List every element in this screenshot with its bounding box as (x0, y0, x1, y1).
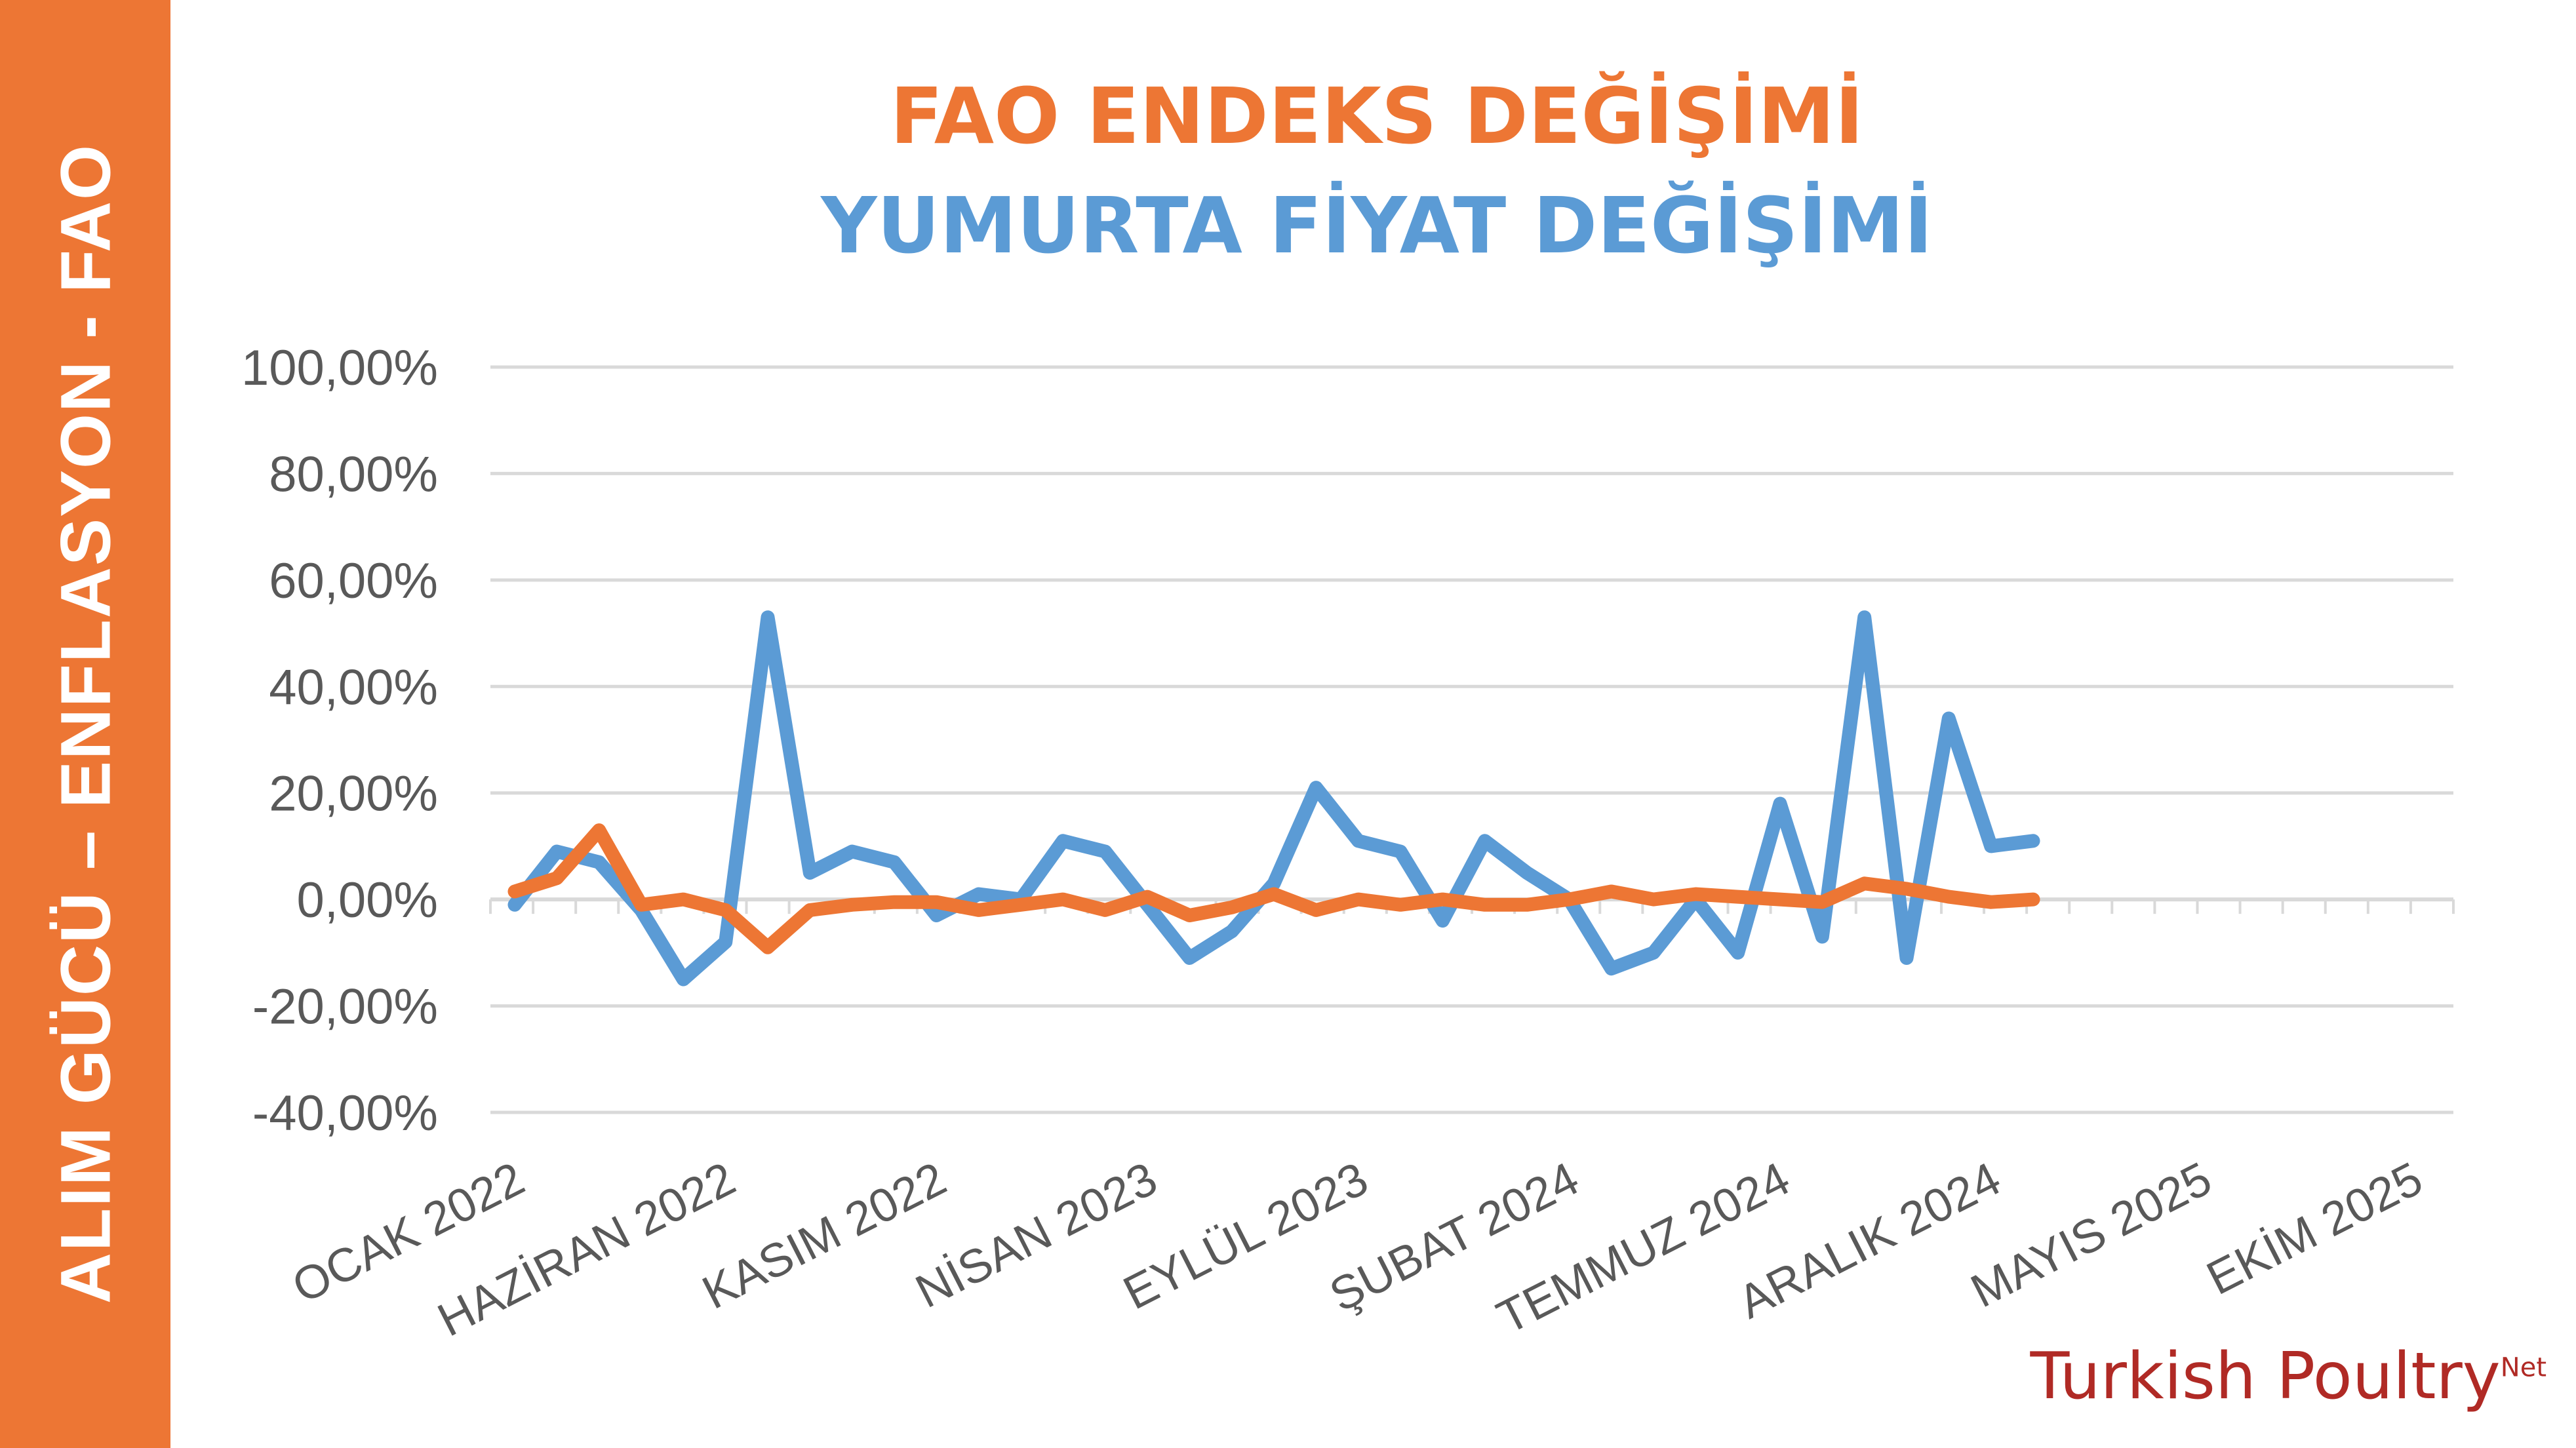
y-tick-label-4: 20,00% (269, 766, 438, 822)
series-layer (507, 610, 2040, 987)
series-line-fao (507, 823, 2040, 954)
y-tick-label-1: 80,00% (269, 446, 438, 502)
series-line-egg (507, 610, 2040, 987)
side-banner: ALIM GÜCÜ – ENFLASYON - FAO (0, 0, 170, 1448)
y-tick-label-7: -40,00% (252, 1086, 438, 1141)
chart-title: FAO ENDEKS DEĞİŞİMİ (890, 71, 1864, 161)
x-tick-label-2: KASIM 2022 (694, 1152, 954, 1320)
logo-text: Turkish Poultry (2030, 1339, 2501, 1414)
logo-net-suffix: Net (2500, 1352, 2546, 1383)
chart-subtitle: YUMURTA FİYAT DEĞİŞİMİ (820, 180, 1933, 271)
y-tick-label-0: 100,00% (241, 340, 438, 396)
x-tick-label-8: MAYIS 2025 (1963, 1152, 2220, 1318)
y-tick-label-6: -20,00% (252, 979, 438, 1035)
x-tick-label-9: EKİM 2025 (2199, 1152, 2431, 1305)
y-tick-label-2: 60,00% (269, 553, 438, 609)
y-axis: 100,00% 80,00% 60,00% 40,00% 20,00% 0,00% -20,… (241, 340, 438, 1141)
y-tick-label-3: 40,00% (269, 659, 438, 715)
y-tick-label-5: 0,00% (297, 872, 439, 928)
turkish-poultry-logo: Turkish PoultryNet (2030, 1344, 2546, 1409)
